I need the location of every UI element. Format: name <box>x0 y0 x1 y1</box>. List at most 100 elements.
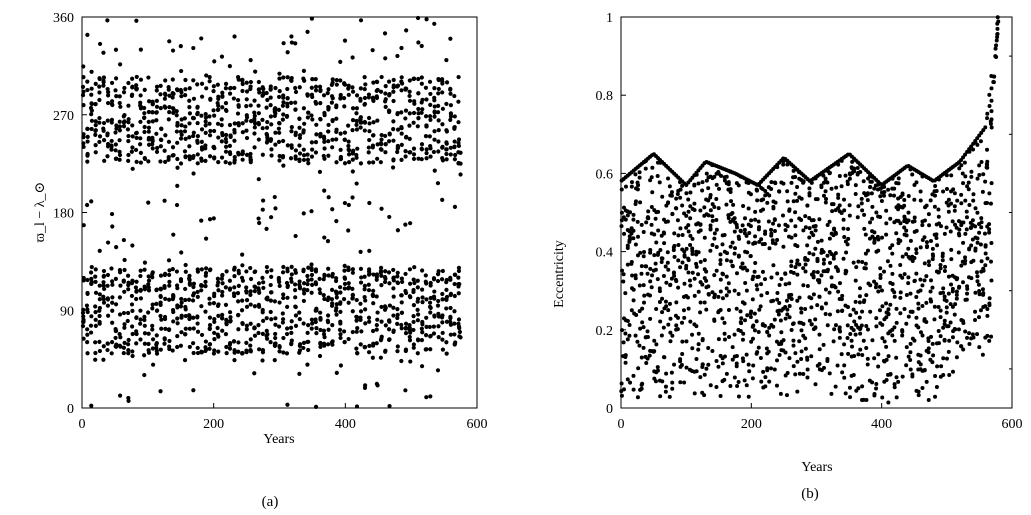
scatter-point <box>126 152 131 158</box>
scatter-point <box>301 211 306 216</box>
scatter-point <box>977 230 982 235</box>
scatter-point <box>431 331 437 336</box>
scatter-point <box>831 339 836 344</box>
scatter-point <box>896 176 901 181</box>
scatter-point <box>916 393 921 398</box>
scatter-point <box>178 279 184 284</box>
scatter-point <box>102 286 107 292</box>
scatter-point <box>89 69 94 74</box>
scatter-point <box>655 368 660 373</box>
scatter-point <box>326 342 331 347</box>
scatter-point <box>672 231 677 236</box>
scatter-point <box>183 269 188 274</box>
scatter-point <box>362 295 367 300</box>
scatter-point <box>646 209 651 214</box>
scatter-point <box>444 279 449 285</box>
scatter-point <box>975 270 980 275</box>
scatter-point <box>399 126 404 131</box>
scatter-point <box>366 350 372 355</box>
scatter-point <box>289 124 294 130</box>
scatter-point <box>293 288 298 293</box>
scatter-point <box>448 86 453 91</box>
scatter-point <box>293 304 298 309</box>
scatter-point <box>675 218 680 223</box>
scatter-point <box>378 89 384 94</box>
scatter-point <box>395 274 400 279</box>
scatter-point <box>890 243 895 248</box>
scatter-point <box>126 133 131 139</box>
scatter-point <box>366 315 372 320</box>
scatter-point <box>440 313 445 318</box>
scatter-point <box>232 34 237 39</box>
scatter-point <box>762 277 767 282</box>
scatter-point <box>121 350 126 356</box>
scatter-point <box>775 358 780 363</box>
scatter-point <box>199 350 204 355</box>
scatter-point <box>146 285 151 290</box>
scatter-point <box>318 341 323 346</box>
scatter-point <box>676 285 681 290</box>
scatter-point <box>849 338 854 343</box>
scatter-point <box>623 217 628 222</box>
scatter-point <box>264 226 269 231</box>
scatter-point <box>350 296 355 301</box>
scatter-point <box>232 121 237 126</box>
scatter-point <box>179 296 184 302</box>
scatter-point <box>280 311 285 316</box>
scatter-point <box>627 323 632 328</box>
scatter-point <box>724 174 729 179</box>
scatter-point <box>448 145 453 150</box>
scatter-point <box>671 270 676 275</box>
scatter-point <box>842 197 847 202</box>
scatter-point <box>853 299 858 304</box>
scatter-point <box>240 320 245 326</box>
scatter-point <box>793 372 798 377</box>
scatter-point <box>130 308 135 313</box>
scatter-point <box>191 45 196 51</box>
scatter-point <box>716 170 721 175</box>
scatter-point <box>934 188 939 193</box>
scatter-point <box>318 327 323 333</box>
scatter-point <box>835 267 840 272</box>
scatter-point <box>391 294 396 299</box>
scatter-point <box>256 281 262 286</box>
scatter-point <box>941 325 946 330</box>
scatter-point <box>874 316 879 321</box>
scatter-point <box>187 144 192 149</box>
scatter-point <box>870 216 875 221</box>
scatter-point <box>775 237 780 242</box>
scatter-point <box>187 344 192 350</box>
scatter-point <box>375 156 380 161</box>
scatter-point <box>277 76 282 81</box>
scatter-point <box>754 283 759 288</box>
scatter-point <box>700 362 705 367</box>
scatter-point <box>403 331 409 336</box>
scatter-point <box>900 329 905 334</box>
scatter-point <box>828 260 833 265</box>
scatter-point <box>154 301 159 306</box>
scatter-point <box>395 270 400 275</box>
scatter-point <box>726 308 731 313</box>
scatter-point <box>101 50 106 55</box>
scatter-point <box>158 137 164 142</box>
scatter-point <box>787 315 792 320</box>
scatter-point <box>769 366 774 371</box>
scatter-point <box>407 294 412 299</box>
scatter-point <box>118 335 123 340</box>
scatter-point <box>301 340 307 345</box>
scatter-point <box>665 219 670 224</box>
scatter-point <box>419 364 425 369</box>
scatter-point <box>865 248 870 253</box>
scatter-point <box>301 269 306 274</box>
scatter-point <box>232 350 237 355</box>
scatter-point <box>93 150 98 155</box>
scatter-point <box>170 153 175 158</box>
scatter-point <box>212 294 217 299</box>
scatter-point <box>269 274 274 279</box>
scatter-point <box>338 319 343 324</box>
scatter-point <box>138 119 143 124</box>
scatter-point <box>807 215 812 220</box>
scatter-point <box>101 75 107 80</box>
scatter-point <box>644 220 649 225</box>
scatter-point <box>325 313 331 318</box>
